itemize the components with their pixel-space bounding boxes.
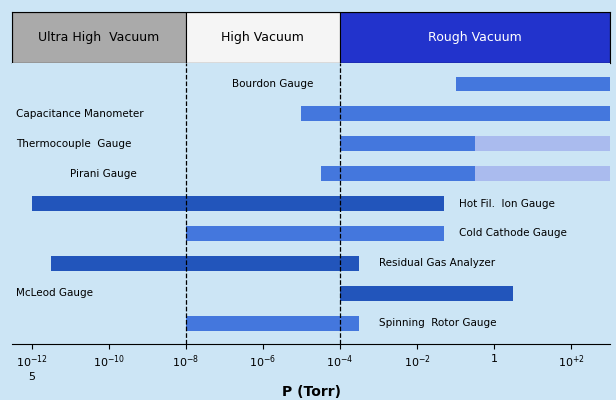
- Bar: [12, 12, 186, 63]
- Bar: [475, 166, 610, 181]
- Text: Spinning  Rotor Gauge: Spinning Rotor Gauge: [379, 318, 496, 328]
- Text: Rough Vacuum: Rough Vacuum: [428, 31, 522, 44]
- Text: Ultra High  Vacuum: Ultra High Vacuum: [38, 31, 160, 44]
- Bar: [456, 76, 610, 92]
- Text: Residual Gas Analyzer: Residual Gas Analyzer: [379, 258, 495, 268]
- Bar: [340, 136, 475, 151]
- Text: Pirani Gauge: Pirani Gauge: [70, 169, 137, 179]
- Bar: [301, 106, 610, 121]
- Bar: [31, 196, 444, 211]
- Bar: [51, 256, 359, 271]
- Text: Hot Fil.  Ion Gauge: Hot Fil. Ion Gauge: [460, 198, 556, 208]
- Text: High Vacuum: High Vacuum: [222, 31, 304, 44]
- Text: Cold Cathode Gauge: Cold Cathode Gauge: [460, 228, 567, 238]
- Bar: [340, 286, 514, 301]
- Bar: [475, 136, 610, 151]
- Bar: [186, 226, 444, 241]
- Text: Capacitance Manometer: Capacitance Manometer: [16, 109, 144, 119]
- Text: Thermocouple  Gauge: Thermocouple Gauge: [16, 139, 132, 149]
- Text: Bourdon Gauge: Bourdon Gauge: [232, 79, 314, 89]
- X-axis label: P (Torr): P (Torr): [282, 385, 341, 399]
- Bar: [321, 166, 475, 181]
- Bar: [186, 316, 359, 330]
- Bar: [340, 12, 610, 63]
- Bar: [186, 12, 340, 63]
- Text: McLeod Gauge: McLeod Gauge: [16, 288, 93, 298]
